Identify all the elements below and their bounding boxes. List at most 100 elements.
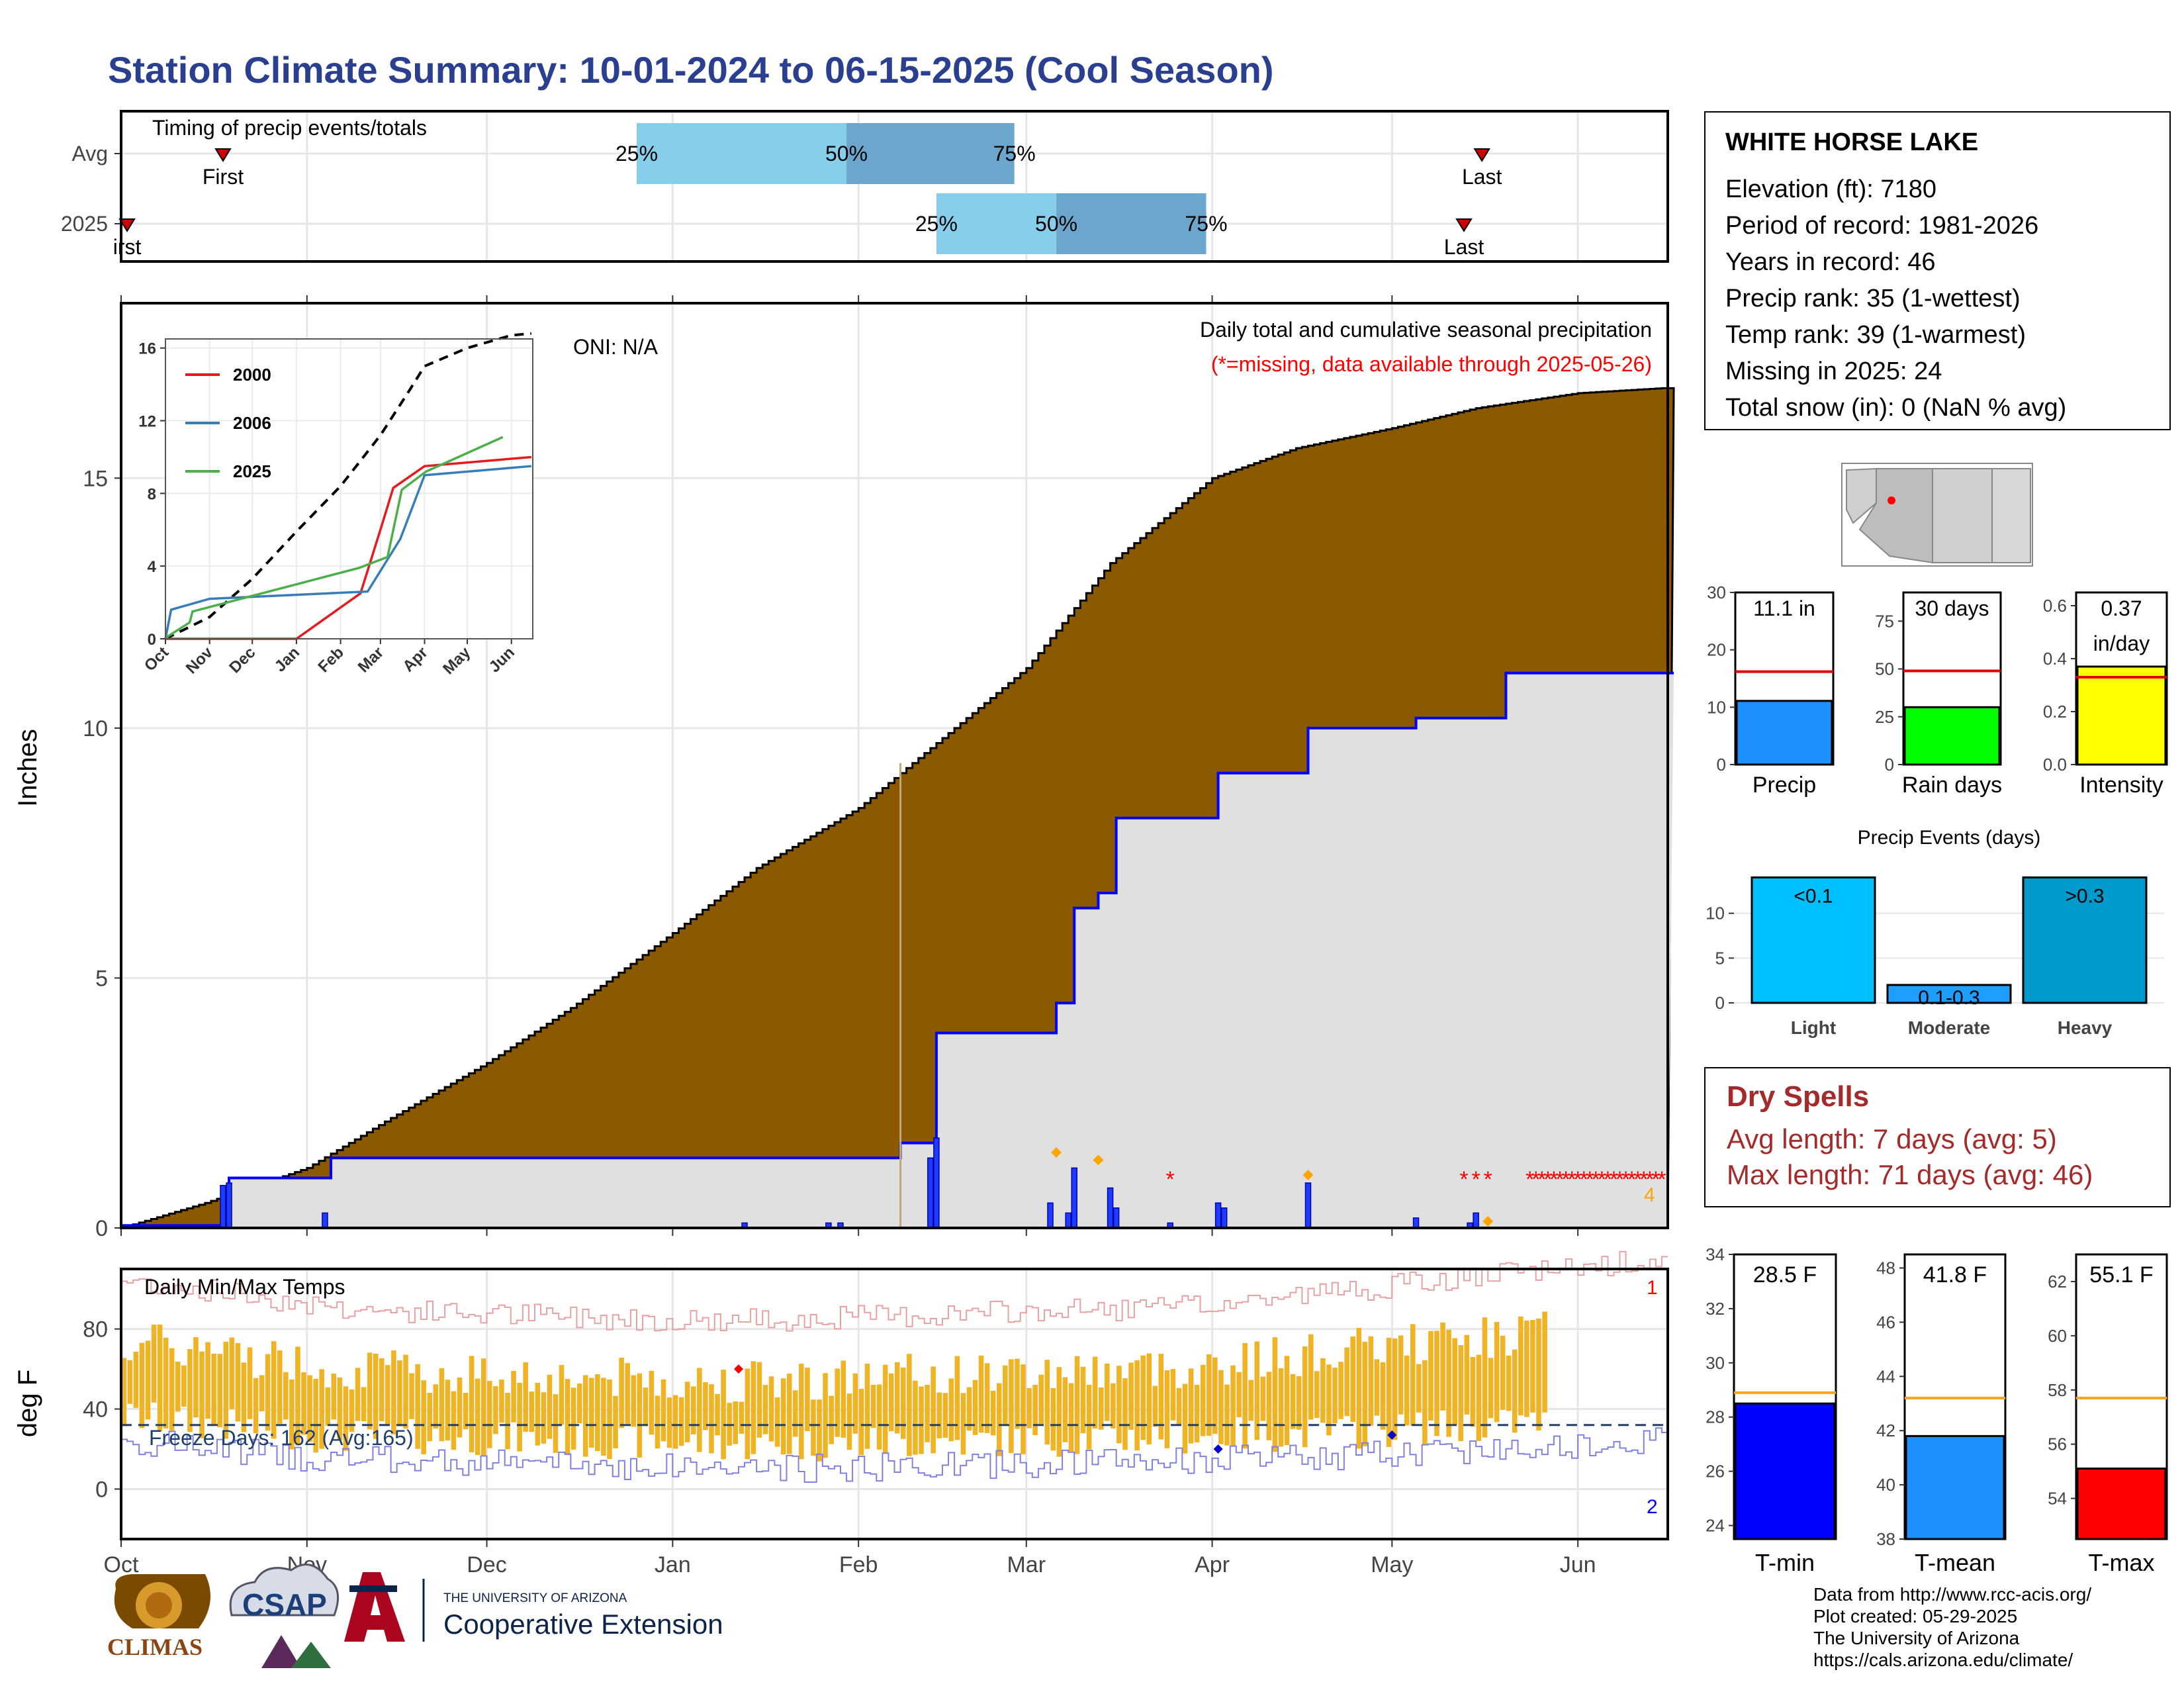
missing-marker: * (1633, 1167, 1642, 1192)
daily-temp-bar (1476, 1354, 1482, 1441)
daily-temp-bar (805, 1368, 810, 1432)
daily-temp-bar (721, 1370, 726, 1460)
daily-temp-bar (817, 1399, 822, 1462)
daily-temp-bar (1176, 1387, 1182, 1425)
temp-bar-value-label: 28.5 F (1753, 1262, 1817, 1288)
inset-y-tick-label: 8 (148, 485, 156, 503)
daily-temp-bar (762, 1385, 768, 1434)
first-event-marker (118, 218, 136, 232)
credit-line: The University of Arizona (1813, 1628, 2020, 1648)
daily-temp-bar (451, 1391, 457, 1450)
daily-temp-bar (1236, 1372, 1242, 1418)
daily-temp-bar (1542, 1311, 1547, 1413)
daily-temp-bar (409, 1373, 414, 1419)
temp-bar-value (1734, 1402, 1836, 1540)
daily-temp-bar (1434, 1331, 1439, 1436)
credit-line: Data from http://www.rcc-acis.org/ (1813, 1584, 2092, 1605)
daily-temp-bar (756, 1362, 762, 1438)
freeze-days-label: Freeze Days: 162 (Avg:165) (149, 1426, 414, 1450)
station-snow: Total snow (in): 0 (NaN % avg) (1725, 394, 2067, 422)
quartile-box-lower (936, 193, 1057, 254)
climas-logo: CLIMAS (107, 1574, 210, 1660)
ua-small-text: THE UNIVERSITY OF ARIZONA (443, 1591, 627, 1605)
daily-temp-bar (1506, 1355, 1512, 1411)
daily-temp-bar (1278, 1368, 1284, 1447)
daily-temp-bar (445, 1380, 451, 1441)
missing-marker: * (1472, 1167, 1480, 1192)
daily-temp-bar (858, 1389, 864, 1455)
daily-temp-bar (811, 1399, 816, 1456)
daily-temp-bar (1404, 1355, 1410, 1426)
csap-logo-text: CSAP (242, 1587, 327, 1622)
daily-temp-bar (996, 1383, 1002, 1456)
event-category-label: Heavy (2058, 1017, 2113, 1038)
mini-bar-tick-label: 0.0 (2043, 755, 2067, 774)
daily-precip-bar (1473, 1212, 1479, 1229)
mini-bar-tick-label: 0.6 (2043, 596, 2067, 616)
quartile-box-upper (846, 123, 1015, 184)
daily-temp-bar (1308, 1334, 1314, 1420)
temp-bar-tick-label: 48 (1876, 1258, 1895, 1278)
mini-bar-tick-label: 0.4 (2043, 649, 2067, 669)
daily-temp-bar (1464, 1335, 1470, 1415)
temp-bar-label: T-mean (1915, 1549, 1995, 1576)
last-event-marker (1473, 148, 1490, 162)
station-years: Years in record: 46 (1725, 248, 1936, 276)
daily-temp-bar (235, 1342, 241, 1422)
station-elevation: Elevation (ft): 7180 (1725, 175, 1936, 203)
daily-temp-bar (948, 1378, 954, 1442)
csap-logo: CSAP (229, 1564, 340, 1668)
missing-marker: * (1586, 1167, 1594, 1192)
daily-temp-bar (936, 1392, 942, 1438)
daily-temp-bar (1068, 1383, 1074, 1452)
temp-summary-bars: 28.5 F 24 26 28 30 32 34 T-min 41.8 F 38 40 42 44 46 4… (1706, 1244, 2168, 1576)
temp-bar-tick-label: 26 (1706, 1462, 1725, 1481)
daily-temp-bar (480, 1358, 486, 1456)
daily-temp-bar (391, 1350, 396, 1434)
daily-temp-bar (1482, 1317, 1488, 1438)
daily-temp-bar (1524, 1320, 1529, 1417)
missing-marker: * (1574, 1167, 1582, 1192)
mini-bar-tick-label: 0.2 (2043, 702, 2067, 722)
daily-temp-bar (655, 1395, 660, 1449)
daily-precip-bar (322, 1212, 328, 1229)
missing-marker: * (1610, 1167, 1618, 1192)
daily-temp-bar (1416, 1364, 1422, 1413)
daily-temp-bar (733, 1401, 738, 1444)
snow-marker (1093, 1154, 1104, 1166)
legend-label: 2000 (233, 365, 271, 385)
quartile-label: 50% (1035, 212, 1077, 236)
daily-temp-bar (576, 1383, 582, 1424)
daily-temp-bar (1440, 1322, 1445, 1411)
daily-temp-bar (1128, 1362, 1134, 1430)
daily-temp-bar (421, 1380, 426, 1454)
daily-temp-bar (163, 1337, 169, 1429)
daily-temp-bar (1134, 1360, 1140, 1450)
station-precip-rank: Precip rank: 35 (1-wettest) (1725, 285, 2021, 312)
daily-temp-bar (241, 1362, 247, 1432)
daily-temp-bar (1080, 1366, 1086, 1434)
temp-bar-tick-label: 38 (1876, 1529, 1895, 1549)
daily-temp-bar (493, 1385, 498, 1434)
y-tick-label: 5 (95, 966, 108, 991)
daily-temp-bar (1056, 1367, 1062, 1457)
event-bar-label: 0.1-0.3 (1918, 987, 1979, 1009)
last-event-marker (1455, 218, 1473, 232)
daily-temp-bar (1009, 1359, 1014, 1454)
inset-y-tick-label: 16 (138, 340, 156, 358)
missing-marker: * (1561, 1167, 1570, 1192)
y-tick-label: 10 (83, 716, 108, 741)
temp-bar-tick-label: 56 (2048, 1434, 2067, 1454)
daily-temp-bar (1182, 1383, 1188, 1454)
daily-temp-bar (1122, 1378, 1128, 1450)
timing-title: Timing of precip events/totals (152, 116, 427, 140)
temp-bar-tick-label: 28 (1706, 1407, 1725, 1427)
daily-temp-bar (295, 1346, 300, 1446)
locator-map (1841, 463, 2033, 567)
daily-temp-bar (403, 1354, 408, 1429)
daily-temp-bar (565, 1379, 570, 1456)
inset-border (165, 338, 533, 639)
daily-temp-bar (1356, 1328, 1362, 1449)
temps-border (120, 1268, 1669, 1540)
